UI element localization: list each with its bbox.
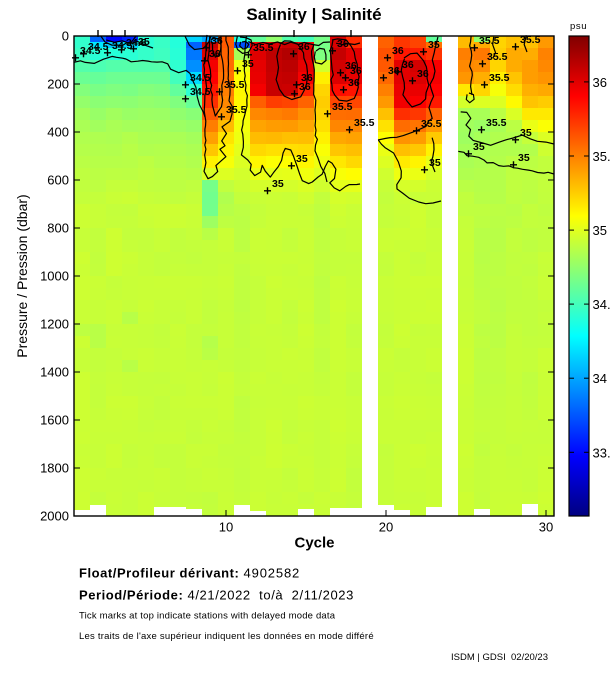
svg-text:35.5: 35.5 <box>354 117 375 129</box>
svg-text:2000: 2000 <box>40 509 69 524</box>
svg-text:1000: 1000 <box>40 269 69 284</box>
svg-text:36: 36 <box>417 68 429 80</box>
svg-text:800: 800 <box>47 221 69 236</box>
svg-text:35.5: 35.5 <box>489 72 510 84</box>
svg-text:35.5: 35.5 <box>593 149 611 164</box>
svg-text:1400: 1400 <box>40 365 69 380</box>
svg-text:36: 36 <box>337 38 349 50</box>
svg-text:34.5: 34.5 <box>593 297 611 312</box>
svg-text:34: 34 <box>593 371 607 386</box>
svg-text:Les traits de l'axe supérieur: Les traits de l'axe supérieur indiquent … <box>79 631 374 642</box>
svg-text:Cycle: Cycle <box>294 535 334 552</box>
svg-text:400: 400 <box>47 125 69 140</box>
svg-text:34.5: 34.5 <box>190 72 211 84</box>
svg-text:Salinity | Salinité: Salinity | Salinité <box>246 5 381 24</box>
svg-text:35: 35 <box>429 157 441 169</box>
svg-text:35: 35 <box>296 153 308 165</box>
svg-text:35.5: 35.5 <box>479 35 500 47</box>
svg-text:36: 36 <box>301 72 313 84</box>
svg-text:35.5: 35.5 <box>486 117 507 129</box>
svg-text:35.5: 35.5 <box>421 118 442 130</box>
svg-text:Period/Période: 4/21/2022 to/: Period/Période: 4/21/2022 to/à 2/11/2023 <box>79 588 354 603</box>
svg-text:1600: 1600 <box>40 413 69 428</box>
svg-text:35.5: 35.5 <box>520 34 541 46</box>
svg-text:35: 35 <box>138 36 150 48</box>
svg-text:Tick marks at top indicate sta: Tick marks at top indicate stations with… <box>79 611 336 622</box>
svg-text:35.5: 35.5 <box>226 104 247 116</box>
svg-text:35.5: 35.5 <box>224 79 245 91</box>
svg-text:Pressure / Pression (dbar): Pressure / Pression (dbar) <box>14 194 30 357</box>
svg-text:35: 35 <box>520 127 532 139</box>
svg-text:36: 36 <box>348 77 360 89</box>
svg-text:36: 36 <box>209 48 221 60</box>
svg-text:200: 200 <box>47 77 69 92</box>
svg-text:35: 35 <box>473 141 485 153</box>
svg-text:36: 36 <box>402 59 414 71</box>
svg-text:35.5: 35.5 <box>487 51 508 63</box>
svg-text:20: 20 <box>379 520 393 535</box>
svg-text:35: 35 <box>272 178 284 190</box>
svg-text:Float/Profileur dérivant: 4902: Float/Profileur dérivant: 4902582 <box>79 566 300 581</box>
svg-text:34.5: 34.5 <box>126 37 147 49</box>
svg-text:35: 35 <box>593 223 607 238</box>
svg-text:30: 30 <box>539 520 553 535</box>
svg-text:35: 35 <box>242 58 254 70</box>
svg-text:36: 36 <box>388 65 400 77</box>
svg-text:35: 35 <box>518 152 530 164</box>
svg-text:34.5: 34.5 <box>88 41 109 53</box>
svg-text:psu: psu <box>570 21 587 32</box>
svg-text:34.5: 34.5 <box>190 86 211 98</box>
svg-text:10: 10 <box>219 520 233 535</box>
svg-text:35.5: 35.5 <box>253 42 274 54</box>
svg-text:36: 36 <box>392 45 404 57</box>
svg-text:36: 36 <box>350 65 362 77</box>
svg-text:36: 36 <box>299 81 311 93</box>
svg-text:1800: 1800 <box>40 461 69 476</box>
svg-text:34.5: 34.5 <box>112 40 133 52</box>
svg-text:ISDM | GDSI 02/20/23: ISDM | GDSI 02/20/23 <box>451 652 548 663</box>
svg-text:36: 36 <box>593 75 607 90</box>
svg-text:36: 36 <box>345 60 357 72</box>
svg-text:36: 36 <box>211 35 223 47</box>
svg-text:33.5: 33.5 <box>593 445 611 460</box>
svg-text:36: 36 <box>298 41 310 53</box>
svg-text:35: 35 <box>428 39 440 51</box>
svg-text:0: 0 <box>62 29 69 44</box>
svg-text:600: 600 <box>47 173 69 188</box>
svg-text:1200: 1200 <box>40 317 69 332</box>
svg-text:35.5: 35.5 <box>332 101 353 113</box>
